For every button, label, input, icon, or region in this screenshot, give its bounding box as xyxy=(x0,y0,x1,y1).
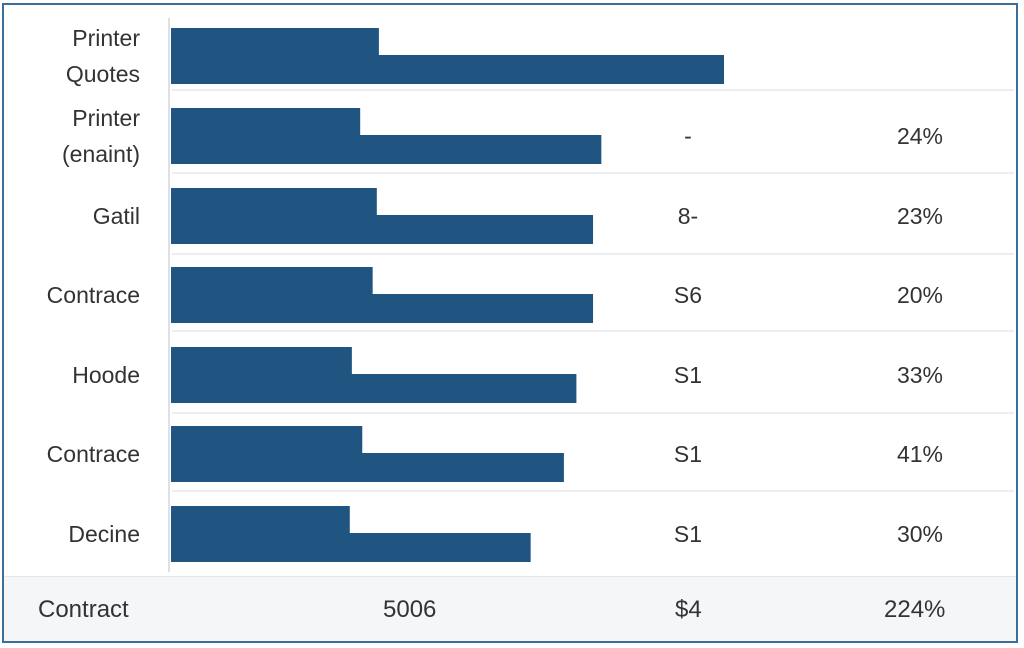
percent-value-label: 20% xyxy=(897,282,943,308)
category-label: Hoode xyxy=(72,362,140,388)
bar-upper-segment xyxy=(171,267,373,295)
category-label: Contrace xyxy=(47,441,140,467)
bar-lower-segment xyxy=(171,215,594,244)
bar-lower-segment xyxy=(171,135,602,164)
percent-value-label: 30% xyxy=(897,521,943,547)
category-label: Quotes xyxy=(66,61,140,87)
bar-upper-segment xyxy=(171,188,377,216)
category-label: Gatil xyxy=(93,203,140,229)
bar-lower-segment xyxy=(171,55,724,84)
bar-lower-segment xyxy=(171,533,531,562)
category-label: Decine xyxy=(68,521,140,547)
footer-value-price: $4 xyxy=(675,596,702,623)
bar-lower-segment xyxy=(171,294,594,323)
percent-value-label: 33% xyxy=(897,362,943,388)
price-value-label: - xyxy=(684,123,692,149)
price-value-label: S1 xyxy=(674,521,702,547)
footer-label: Contract xyxy=(38,596,129,623)
category-label: Printer xyxy=(72,105,140,131)
price-value-label: 8- xyxy=(678,203,698,229)
bar-upper-segment xyxy=(171,506,350,534)
bar-upper-segment xyxy=(171,426,363,454)
bar-lower-segment xyxy=(171,374,577,403)
price-value-label: S6 xyxy=(674,282,702,308)
price-value-label: S1 xyxy=(674,362,702,388)
percent-value-label: 23% xyxy=(897,203,943,229)
percent-value-label: 41% xyxy=(897,441,943,467)
bar-upper-segment xyxy=(171,28,379,56)
category-label: (enaint) xyxy=(62,141,140,167)
bar-lower-segment xyxy=(171,453,564,482)
footer-value-total: 5006 xyxy=(383,596,437,623)
category-label: Printer xyxy=(72,25,140,51)
percent-value-label: 24% xyxy=(897,123,943,149)
bar-upper-segment xyxy=(171,108,361,136)
footer-value-percent: 224% xyxy=(884,596,946,623)
bar-upper-segment xyxy=(171,347,352,375)
category-label: Contrace xyxy=(47,282,140,308)
price-value-label: S1 xyxy=(674,441,702,467)
summary-footer: Contract 5006 $4 224% xyxy=(4,576,1016,641)
